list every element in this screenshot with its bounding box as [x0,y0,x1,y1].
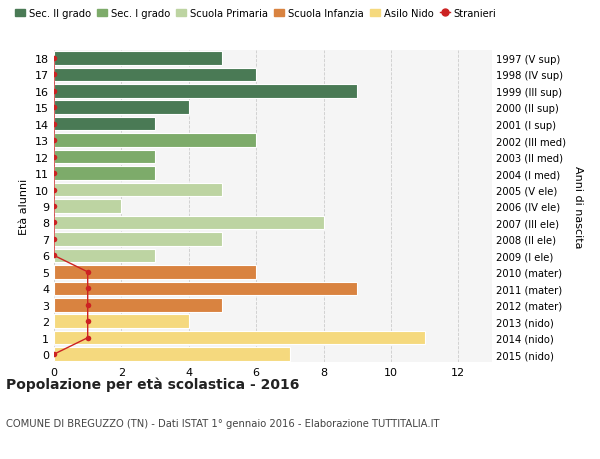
Point [83,302,92,309]
Point [83,318,92,325]
Bar [54,331,425,345]
Point [49,203,59,210]
Y-axis label: Età alunni: Età alunni [19,179,29,235]
Point [49,72,59,79]
Y-axis label: Anni di nascita: Anni di nascita [573,165,583,248]
Text: Popolazione per età scolastica - 2016: Popolazione per età scolastica - 2016 [6,376,299,391]
Point [49,170,59,177]
Bar [54,347,290,361]
Bar [54,200,121,213]
Point [49,252,59,259]
Point [49,121,59,128]
Point [49,219,59,227]
Point [49,236,59,243]
Bar [54,52,223,66]
Bar [54,282,357,296]
Bar [54,265,256,279]
Point [49,104,59,112]
Point [49,55,59,62]
Bar [54,233,223,246]
Point [83,334,92,341]
Bar [54,184,223,197]
Bar [54,315,189,328]
Bar [54,68,256,82]
Bar [54,249,155,263]
Point [49,137,59,145]
Bar [54,118,155,131]
Legend: Sec. II grado, Sec. I grado, Scuola Primaria, Scuola Infanzia, Asilo Nido, Stran: Sec. II grado, Sec. I grado, Scuola Prim… [11,5,500,23]
Point [49,154,59,161]
Point [49,88,59,95]
Point [83,269,92,276]
Bar [54,167,155,180]
Point [49,186,59,194]
Text: COMUNE DI BREGUZZO (TN) - Dati ISTAT 1° gennaio 2016 - Elaborazione TUTTITALIA.I: COMUNE DI BREGUZZO (TN) - Dati ISTAT 1° … [6,418,439,428]
Bar [54,216,323,230]
Bar [54,101,189,115]
Bar [54,85,357,98]
Point [83,285,92,292]
Bar [54,151,155,164]
Point [49,351,59,358]
Bar [54,134,256,148]
Bar [54,298,223,312]
